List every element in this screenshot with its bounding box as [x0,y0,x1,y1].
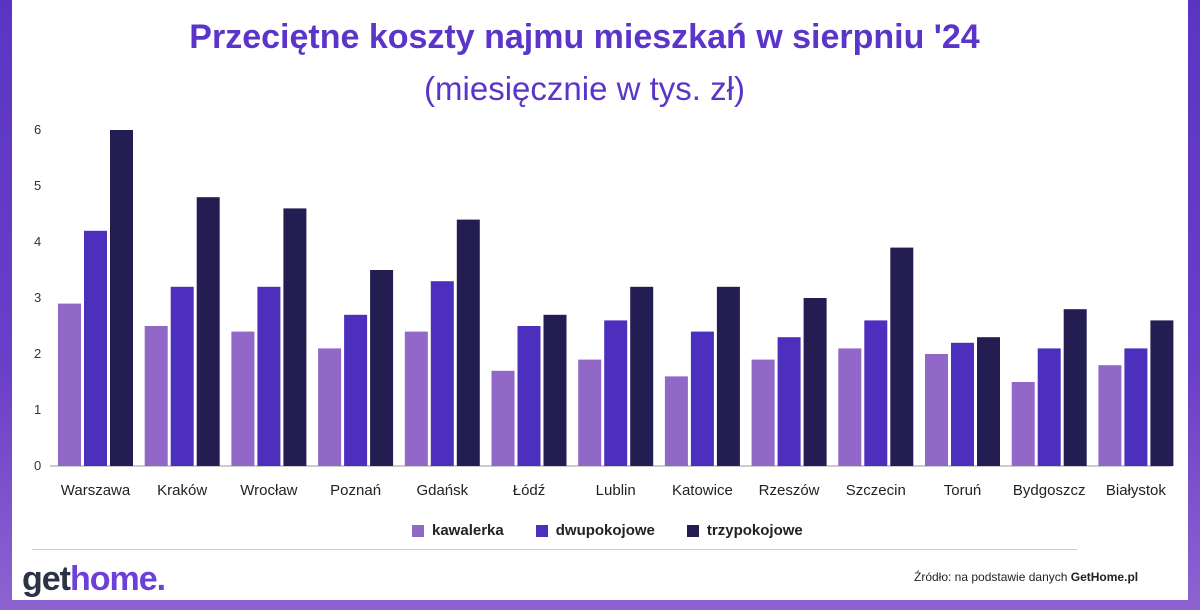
bar-kawalerka [58,303,81,466]
bar-dwupokojowe [344,314,368,466]
legend-label-kawalerka: kawalerka [432,522,504,539]
legend-item-trzypokojowe: trzypokojowe [686,522,803,539]
legend-swatch-kawalerka [412,524,424,537]
bar-dwupokojowe [951,342,974,466]
x-tick-label: Łódź [513,482,546,499]
bar-dwupokojowe [257,286,281,466]
bar-trzypokojowe [196,197,220,466]
bar-dwupokojowe [430,281,454,466]
bar-trzypokojowe [803,298,827,466]
bar-kawalerka [231,331,255,466]
bar-trzypokojowe [716,286,740,466]
bar-dwupokojowe [604,320,628,466]
chart-subtitle: (miesięcznie w tys. zł) [424,70,745,107]
x-tick-label: Bydgoszcz [1013,482,1086,499]
bar-dwupokojowe [1037,348,1061,466]
bar-dwupokojowe [690,331,714,466]
bar-trzypokojowe [1150,320,1174,466]
bar-dwupokojowe [170,286,194,466]
gethome-logo: gethome. [22,560,166,599]
x-tick-label: Toruń [944,482,982,499]
legend-label-trzypokojowe: trzypokojowe [706,522,803,539]
x-tick-label: Warszawa [61,482,131,499]
source-brand: GetHome.pl [1070,570,1139,584]
legend-item-kawalerka: kawalerka [412,522,504,539]
bar-trzypokojowe [456,219,480,466]
y-tick-label: 5 [34,178,41,193]
bar-dwupokojowe [1124,348,1148,466]
x-tick-label: Szczecin [846,482,906,499]
bar-dwupokojowe [517,326,541,466]
legend-swatch-trzypokojowe [686,524,699,537]
bar-kawalerka [404,331,428,466]
x-tick-label: Rzeszów [759,482,820,499]
y-tick-label: 2 [34,346,41,361]
bar-kawalerka [664,376,688,466]
y-tick-label: 0 [34,458,41,473]
bar-kawalerka [1011,382,1035,466]
source-note: Źródło: na podstawie danych GetHome.pl [914,570,1138,584]
x-tick-label: Gdańsk [416,482,468,499]
logo-text-home: home. [70,560,166,598]
x-tick-label: Kraków [157,482,207,499]
x-tick-label: Poznań [330,482,381,499]
bar-dwupokojowe [777,337,801,466]
bar-chart: 0 1 2 3 4 5 6 Warszawa Kraków Wrocław Poznań Gdańs… [34,122,1174,499]
bar-kawalerka [318,348,342,466]
legend-label-dwupokojowe: dwupokojowe [555,522,655,539]
bar-kawalerka [751,359,775,466]
bar-trzypokojowe [890,247,914,466]
bar-dwupokojowe [864,320,888,466]
x-tick-label: Wrocław [240,482,297,499]
bar-trzypokojowe [283,208,307,466]
y-tick-label: 4 [34,234,41,249]
y-tick-label: 3 [34,290,41,305]
bar-dwupokojowe [84,230,107,466]
bar-trzypokojowe [977,337,1000,466]
bar-trzypokojowe [630,286,654,466]
footer-divider [32,549,1077,550]
chart-title: Przeciętne koszty najmu mieszkań w sierp… [189,18,980,56]
bar-kawalerka [925,354,948,466]
legend: kawalerka dwupokojowe trzypokojowe [412,522,803,539]
legend-item-dwupokojowe: dwupokojowe [535,522,655,539]
x-tick-label: Lublin [596,482,636,499]
bar-kawalerka [491,370,515,466]
y-tick-label: 1 [34,402,41,417]
bar-kawalerka [1098,365,1122,466]
y-tick-label: 6 [34,122,41,137]
x-tick-label: Katowice [672,482,733,499]
x-tick-label: Białystok [1106,482,1167,499]
logo-text-get: get [22,560,71,598]
bar-trzypokojowe [110,130,133,466]
bar-trzypokojowe [543,314,567,466]
bar-trzypokojowe [370,270,394,466]
chart-card: Przeciętne koszty najmu mieszkań w sierp… [12,0,1188,600]
bar-kawalerka [838,348,862,466]
bar-kawalerka [144,326,168,466]
bar-trzypokojowe [1063,309,1087,466]
bar-kawalerka [578,359,602,466]
legend-swatch-dwupokojowe [535,524,548,537]
source-prefix: Źródło: na podstawie danych [914,570,1071,584]
